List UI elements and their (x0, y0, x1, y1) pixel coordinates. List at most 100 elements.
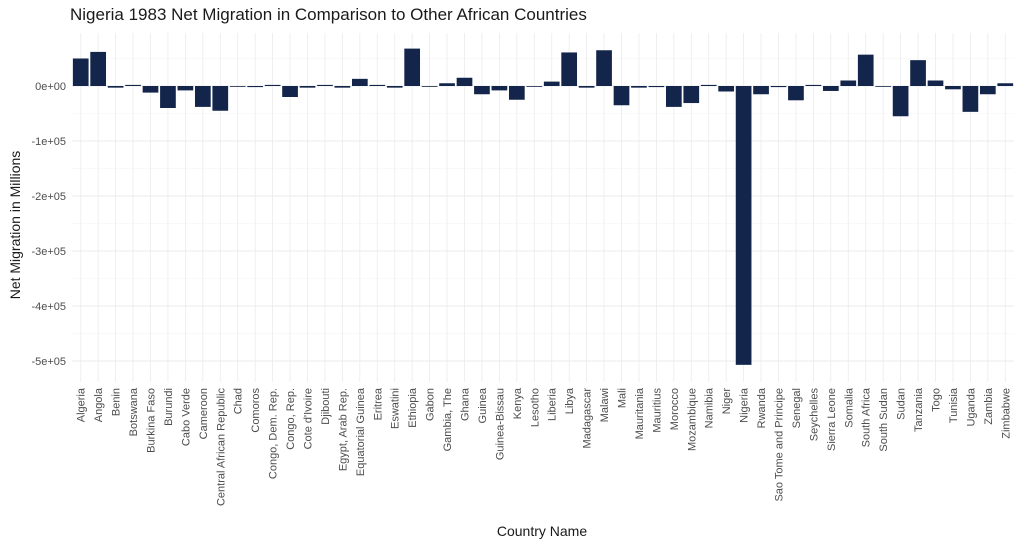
chart-title: Nigeria 1983 Net Migration in Comparison… (70, 5, 587, 24)
x-tick-label: Nigeria (739, 387, 751, 423)
bar (474, 86, 490, 95)
y-axis-title: Net Migration in Millions (7, 151, 23, 300)
bar (125, 84, 141, 86)
x-tick-label: South Africa (861, 387, 873, 447)
x-tick-label: Equatorial Guinea (355, 387, 367, 476)
x-tick-label: Togo (931, 388, 943, 412)
bar (875, 86, 892, 87)
x-tick-label: Benin (111, 388, 123, 416)
x-tick-label: Zimbabwe (1000, 388, 1012, 439)
y-axis-ticks: 0e+00 -1e+05 -2e+05 -3e+05 -4e+05 -5e+05 (31, 81, 66, 368)
x-tick-label: Ghana (460, 387, 472, 421)
x-tick-label: Sierra Leone (826, 388, 838, 451)
bar (753, 86, 769, 95)
x-tick-label: Eritrea (372, 387, 384, 420)
y-tick-label: -2e+05 (31, 191, 66, 203)
x-tick-label: Rwanda (756, 387, 768, 428)
x-tick-label: Tanzania (913, 387, 925, 432)
bar (456, 77, 473, 86)
bar (910, 60, 926, 86)
x-tick-label: Congo, Dem. Rep. (268, 388, 280, 479)
x-tick-label: South Sudan (878, 388, 890, 452)
bar (386, 86, 403, 88)
x-tick-label: Uganda (965, 387, 977, 426)
bars (72, 48, 1014, 365)
bar (840, 80, 857, 86)
x-tick-label: Lesotho (529, 388, 541, 427)
x-tick-label: Sao Tome and Principe (774, 388, 786, 502)
bar (683, 86, 700, 104)
x-tick-label: Madagascar (582, 388, 594, 449)
x-tick-label: Congo, Rep. (285, 388, 297, 450)
bar (543, 81, 560, 86)
bar (596, 50, 612, 86)
x-tick-label: Malawi (599, 388, 611, 422)
bar (700, 84, 717, 86)
x-tick-label: Morocco (669, 388, 681, 430)
bar (718, 86, 735, 92)
bar (578, 86, 595, 88)
x-tick-label: Libya (564, 387, 576, 414)
x-axis-title: Country Name (497, 523, 587, 539)
x-tick-label: Zambia (983, 387, 995, 425)
bar (945, 86, 961, 90)
x-tick-label: Mauritania (634, 387, 646, 439)
bar (439, 83, 455, 86)
x-tick-label: Liberia (547, 387, 559, 421)
bar (404, 48, 421, 86)
bar (892, 86, 909, 117)
x-tick-label: Burkina Faso (146, 388, 158, 453)
bar (351, 78, 368, 86)
bar (212, 86, 229, 111)
x-tick-label: Mauritius (651, 388, 663, 433)
bar (735, 86, 752, 365)
y-tick-label: -5e+05 (31, 356, 66, 368)
x-tick-label: Eswatini (390, 388, 402, 429)
x-tick-label: Central African Republic (215, 388, 227, 507)
x-tick-label: Tunisia (948, 387, 960, 423)
bar (334, 86, 351, 88)
bar (788, 86, 804, 101)
x-tick-label: Guinea (477, 387, 489, 423)
x-tick-label: Niger (721, 388, 733, 415)
x-tick-label: Somalia (843, 387, 855, 428)
bar (107, 86, 124, 88)
bar (160, 86, 176, 108)
bar (770, 86, 787, 88)
bar (526, 86, 543, 87)
bar (613, 86, 630, 106)
bar (421, 86, 438, 87)
x-tick-label: Seychelles (808, 388, 820, 442)
x-tick-label: Gabon (425, 388, 437, 421)
bar (72, 58, 89, 86)
bar (247, 86, 264, 88)
y-tick-label: -4e+05 (31, 301, 66, 313)
bar (194, 86, 211, 107)
x-tick-label: Senegal (791, 388, 803, 428)
y-tick-label: 0e+00 (35, 81, 66, 93)
bar (142, 86, 159, 93)
bar (299, 86, 316, 88)
x-tick-label: Kenya (512, 387, 524, 419)
x-tick-label: Angola (93, 387, 105, 422)
bar (491, 86, 508, 91)
bar (90, 51, 107, 86)
bar (997, 83, 1014, 86)
x-tick-label: Chad (233, 388, 245, 414)
x-axis-ticks: Algeria Angola Benin Botswana Burkina Faso Bu… (76, 387, 1013, 506)
x-tick-label: Mozambique (686, 388, 698, 451)
bar (979, 86, 996, 95)
bar (282, 86, 298, 97)
bar (822, 86, 839, 91)
x-tick-label: Egypt, Arab Rep. (337, 388, 349, 471)
bar (229, 86, 246, 87)
x-tick-label: Botswana (128, 387, 140, 436)
bar (631, 86, 647, 88)
bar (648, 86, 665, 88)
x-tick-label: Ethiopia (407, 387, 419, 428)
bar (317, 84, 333, 86)
bar (264, 84, 281, 86)
x-tick-label: Mali (617, 388, 629, 408)
x-tick-label: Cote d'Ivoire (303, 388, 315, 449)
